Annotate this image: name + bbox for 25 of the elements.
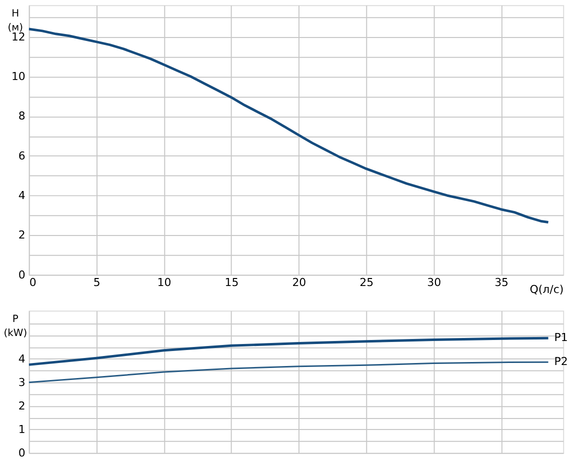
x-tick-label: 0 — [29, 276, 36, 290]
x-tick-label: 25 — [360, 276, 374, 290]
line-series — [28, 28, 550, 224]
y-axis-title: P (kW) — [4, 314, 28, 339]
line-series — [28, 336, 550, 366]
y-tick-label: 10 — [11, 70, 26, 84]
x-tick-label: 10 — [157, 276, 172, 290]
line-series — [28, 361, 550, 384]
series-label: P1 — [554, 331, 568, 344]
y-tick-label: 4 — [18, 352, 26, 366]
x-tick-label: 35 — [494, 276, 509, 290]
series-label: P2 — [554, 355, 568, 368]
y-tick-label: 8 — [18, 110, 26, 123]
x-tick-label: 15 — [224, 276, 239, 290]
y-tick-label: 1 — [18, 422, 26, 436]
x-tick-label: 30 — [427, 276, 442, 290]
y-tick-label: 3 — [18, 376, 26, 389]
x-tick-label: 5 — [93, 276, 100, 290]
x-axis-title: Q(л/с) — [530, 283, 564, 296]
y-tick-label: 2 — [18, 228, 26, 242]
x-tick-label: 20 — [292, 276, 306, 290]
y-tick-label: 2 — [18, 399, 26, 412]
y-tick-label: 0 — [18, 446, 26, 460]
y-tick-label: 4 — [18, 188, 26, 202]
y-tick-label: 6 — [18, 149, 26, 162]
